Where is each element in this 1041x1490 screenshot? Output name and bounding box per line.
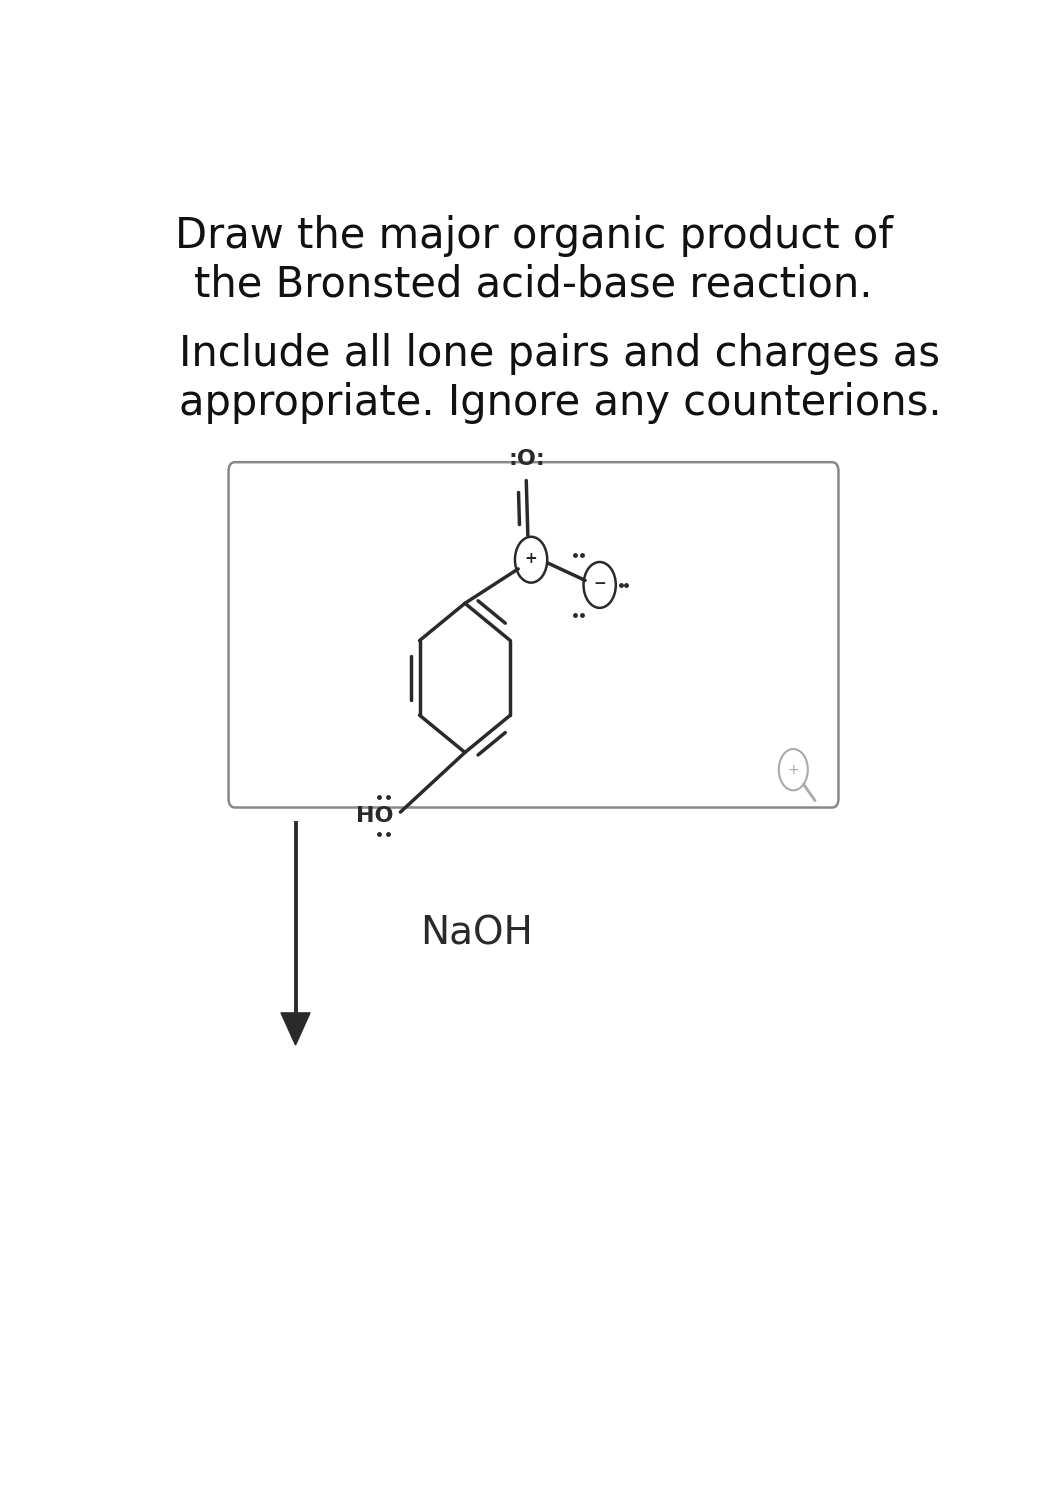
Text: Include all lone pairs and charges as: Include all lone pairs and charges as	[179, 334, 940, 375]
Polygon shape	[281, 1013, 310, 1044]
FancyBboxPatch shape	[229, 462, 838, 808]
Text: appropriate. Ignore any counterions.: appropriate. Ignore any counterions.	[179, 381, 941, 423]
Text: :O:: :O:	[509, 448, 545, 469]
Text: HO: HO	[356, 806, 393, 825]
Text: NaOH: NaOH	[421, 915, 533, 952]
Text: the Bronsted acid-base reaction.: the Bronsted acid-base reaction.	[195, 264, 872, 305]
Text: +: +	[787, 763, 799, 776]
Text: Draw the major organic product of: Draw the major organic product of	[175, 215, 892, 258]
Text: +: +	[525, 551, 537, 566]
Text: −: −	[593, 577, 606, 592]
